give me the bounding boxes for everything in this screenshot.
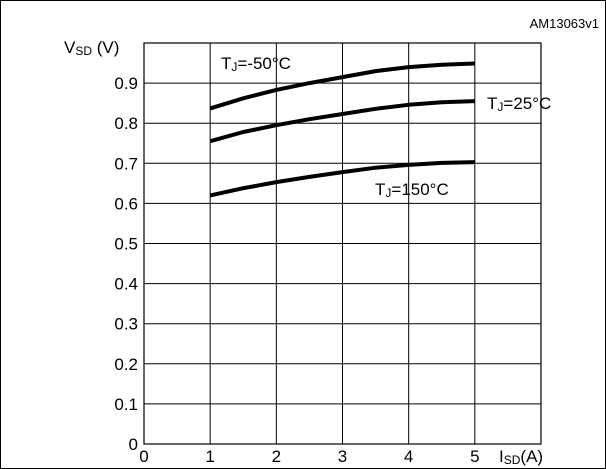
y-tick-label: 0.2 [114,355,138,374]
y-tick-label: 0.1 [114,395,138,414]
y-tick-label: 0.3 [114,315,138,334]
series-line-1 [209,99,475,144]
y-tick-label: 0.5 [114,235,138,254]
x-tick-label: 5 [470,447,479,466]
x-tick-label: 3 [338,447,347,466]
y-tick-label: 0 [129,435,138,454]
x-axis-label: ISD(A) [499,447,543,467]
series-label-tj-25: TJ=25°C [487,94,551,114]
y-tick-label: 0.4 [114,275,138,294]
tick-labels: 0 0.1 0.2 0.3 0.4 0.5 0.6 0.7 0.8 0.9 0 1 2 3 4 5 [114,74,479,466]
y-tick-label: 0.8 [114,114,138,133]
series-line-2 [209,160,475,198]
x-tick-label: 4 [404,447,413,466]
y-tick-label: 0.6 [114,194,138,213]
y-tick-label: 0.9 [114,74,138,93]
curves [209,61,475,198]
x-tick-label: 0 [139,447,148,466]
x-tick-label: 2 [272,447,281,466]
y-tick-label: 0.7 [114,154,138,173]
x-tick-label: 1 [205,447,214,466]
series-label-tj-minus50: TJ=-50°C [221,54,291,74]
grid-lines [143,42,542,445]
y-axis-label: VSD (V) [64,38,119,58]
series-label-tj-150: TJ=150°C [375,180,449,200]
reference-code: AM13063v1 [530,16,599,31]
series-line-0 [209,61,475,111]
